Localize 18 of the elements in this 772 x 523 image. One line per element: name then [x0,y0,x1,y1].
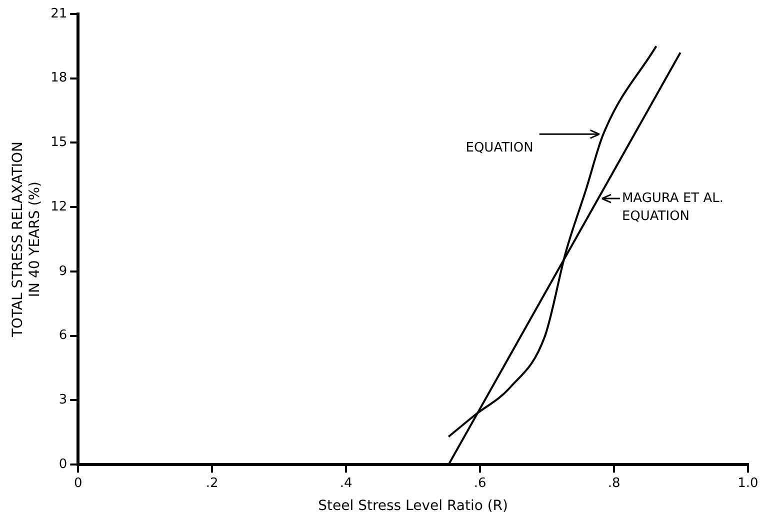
y-tick-label: 0 [58,456,68,472]
y-tick-label: 15 [50,135,68,150]
annotation: EQUATION [466,140,534,156]
y-tick-label: 21 [50,6,68,22]
x-tick-label: .8 [608,476,620,491]
x-tick-label: .2 [206,476,218,491]
y-tick-label: 3 [58,392,68,408]
x-tick-label: 1.0 [738,476,758,491]
y-tick-label: 6 [58,328,68,344]
x-tick-label: .6 [474,476,486,491]
y-axis-title: TOTAL STRESS RELAXATION IN 40 YEARS (%) [10,141,43,338]
x-axis-title: Steel Stress Level Ratio (R) [318,498,508,514]
annotation: MAGURA ET AL. EQUATION [622,190,724,224]
y-tick-label: 12 [50,199,68,214]
x-tick-label: .4 [340,476,352,491]
y-tick-label: 18 [50,70,68,86]
x-tick-label: 0 [74,476,82,491]
y-tick-label: 9 [58,264,68,279]
